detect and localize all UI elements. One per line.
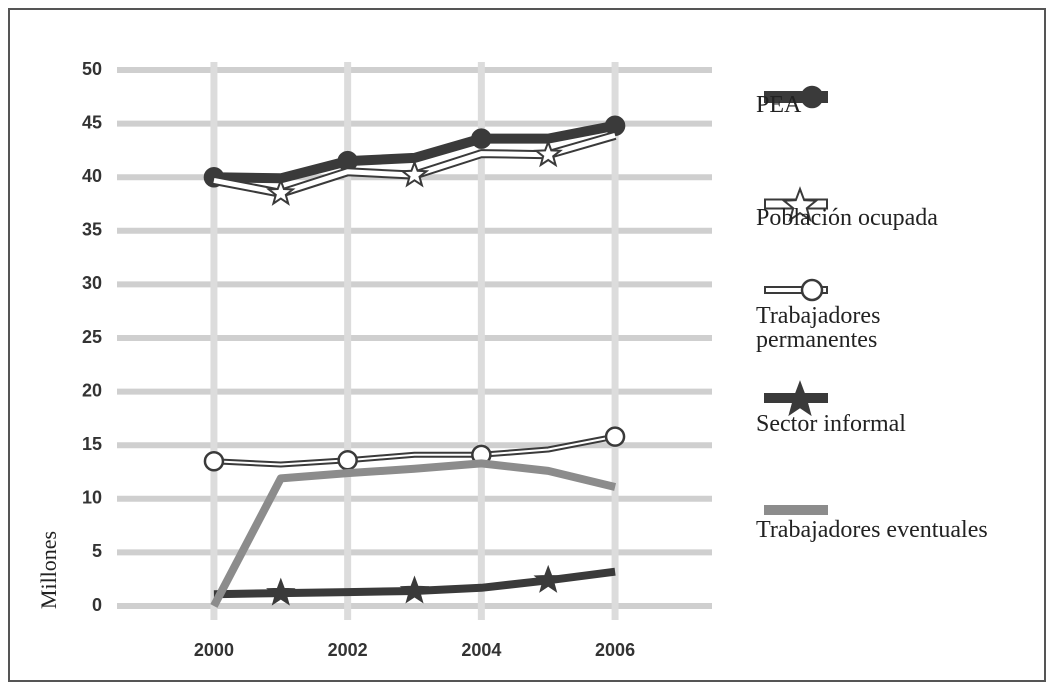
y-tick-label: 0 <box>92 595 102 615</box>
y-tick-label: 40 <box>82 166 102 186</box>
legend-marker <box>781 186 819 223</box>
series-line-inner <box>213 435 616 466</box>
marker <box>266 177 296 206</box>
series-line <box>210 459 617 608</box>
y-tick-label: 10 <box>82 488 102 508</box>
marker <box>471 128 492 149</box>
x-tick-label: 2004 <box>461 640 501 660</box>
y-tick-label: 25 <box>82 327 102 347</box>
legend-label: Trabajadores permanentes <box>756 303 881 353</box>
x-tick-label: 2002 <box>328 640 368 660</box>
marker <box>399 575 430 604</box>
y-tick-label: 45 <box>82 112 102 132</box>
marker <box>533 139 563 168</box>
legend-label: Trabajadores eventuales <box>756 517 988 543</box>
marker <box>337 449 358 471</box>
legend-marker <box>800 278 824 302</box>
marker <box>533 564 563 593</box>
marker <box>399 159 430 188</box>
y-tick-label: 35 <box>82 220 102 240</box>
marker <box>203 451 225 472</box>
y-tick-label: 15 <box>82 434 102 454</box>
x-tick-label: 2006 <box>595 640 635 660</box>
y-axis-label: Millones <box>36 531 61 609</box>
x-tick-label: 2000 <box>194 640 234 660</box>
legend-label: Sector informal <box>756 411 906 437</box>
y-tick-label: 50 <box>82 59 102 79</box>
y-tick-label: 20 <box>82 380 102 400</box>
marker <box>266 577 296 606</box>
y-tick-label: 5 <box>92 541 102 561</box>
y-tick-label: 30 <box>82 273 102 293</box>
legend-label: PEA <box>756 92 802 118</box>
legend-marker <box>781 380 819 417</box>
legend-marker <box>800 85 824 109</box>
marker <box>604 115 626 136</box>
marker <box>604 426 626 447</box>
legend-label: Población ocupada <box>756 205 938 231</box>
